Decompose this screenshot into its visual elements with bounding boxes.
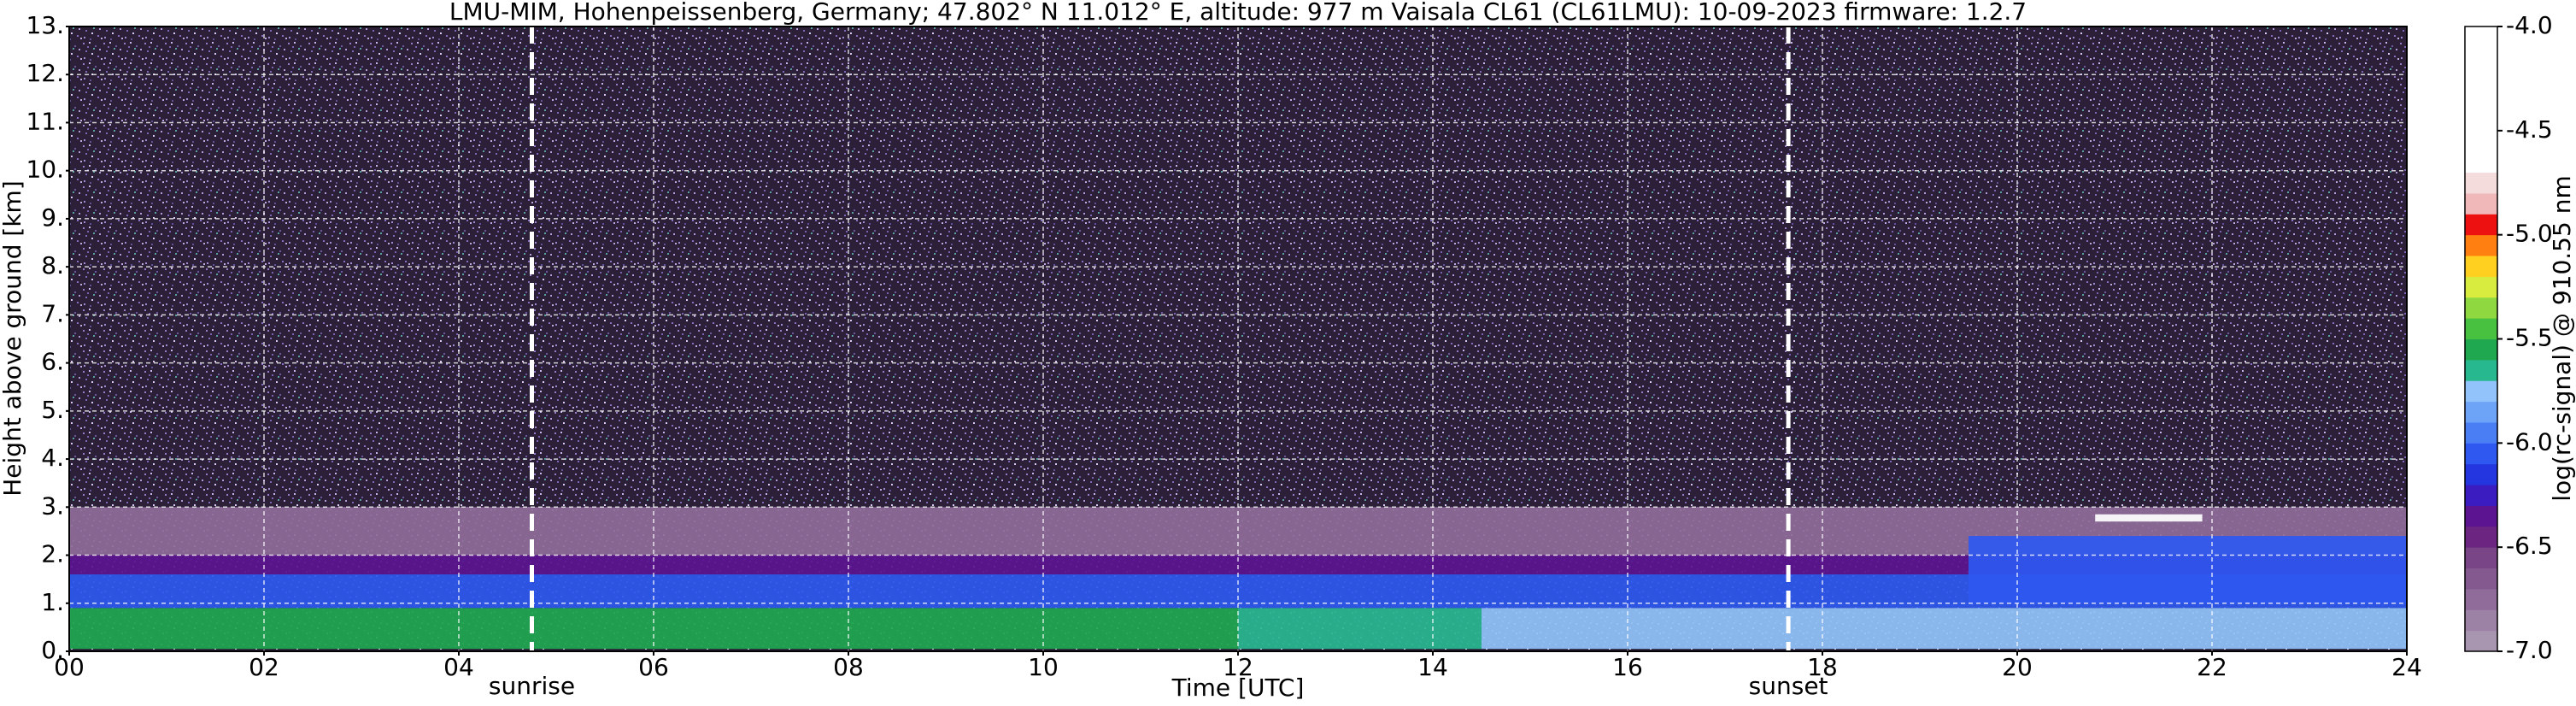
colorbar-swatch [2465,380,2497,403]
colorbar-swatch [2465,318,2497,339]
x-tick-label: 20 [2002,653,2033,681]
y-tick-label: 9. [41,203,64,232]
y-tick-label: 13. [26,11,64,39]
signal-layer [1969,536,2407,603]
y-tick-label: 8. [41,251,64,279]
signal-layer [1482,608,2407,650]
colorbar-tick-label: -5.0 [2506,220,2553,248]
colorbar-swatch [2465,421,2497,444]
colorbar-swatch [2465,359,2497,381]
y-tick-label: 6. [41,348,64,376]
y-axis-label: Height above ground [km] [0,180,26,497]
x-axis-label: Time [UTC] [1171,674,1305,702]
plot-frame [68,26,2408,652]
x-tick-label: 24 [2391,653,2422,681]
colorbar-swatch [2465,568,2497,590]
colorbar-swatch [2465,401,2497,423]
event-label: sunrise [489,672,575,700]
colorbar-swatch [2465,630,2497,652]
colorbar-swatch [2465,109,2497,132]
colorbar-swatch [2465,234,2497,256]
colorbar-tick-label: -4.0 [2506,11,2553,39]
x-tick-label: 18 [1807,653,1838,681]
colorbar-swatch [2465,443,2497,465]
colorbar-swatch [2465,130,2497,152]
y-tick-label: 3. [41,491,64,520]
colorbar-tick-label: -4.5 [2506,115,2553,144]
colorbar-swatch [2465,588,2497,610]
colorbar-swatch [2465,192,2497,215]
x-tick-label: 16 [1612,653,1643,681]
y-tick-label: 2. [41,540,64,568]
x-tick-label: 12 [1223,653,1253,681]
colorbar-swatch [2465,526,2497,548]
y-tick-label: 1. [41,588,64,616]
x-tick-label: 00 [54,653,85,681]
colorbar-label: log(rc-signal) @ 910.55 nm [2548,175,2576,501]
x-tick-label: 10 [1028,653,1059,681]
colorbar-swatch [2465,505,2497,527]
colorbar-swatch [2465,609,2497,632]
chart-title: LMU-MIM, Hohenpeissenberg, Germany; 47.8… [449,0,2027,26]
signal-layer [1238,608,1482,650]
y-tick-label: 11. [26,107,64,135]
y-tick-label: 5. [41,396,64,424]
colorbar-tick-label: -6.0 [2506,427,2553,456]
colorbar-swatch [2465,151,2497,174]
event-label: sunset [1749,672,1828,700]
colorbar-swatch [2465,485,2497,506]
x-tick-label: 14 [1417,653,1448,681]
colorbar-swatch [2465,47,2497,69]
y-tick-label: 0. [41,636,64,664]
x-tick-label: 06 [638,653,669,681]
x-tick-label: 22 [2197,653,2227,681]
colorbar-swatch [2465,89,2497,110]
colorbar-swatch [2465,338,2497,361]
colorbar-swatch [2465,463,2497,485]
colorbar-swatch [2465,214,2497,236]
y-tick-label: 10. [26,156,64,184]
colorbar-swatch [2465,172,2497,194]
x-tick-label: 02 [249,653,279,681]
colorbar-swatch [2465,297,2497,319]
y-tick-label: 12. [26,59,64,87]
y-tick-label: 7. [41,299,64,327]
colorbar-tick-label: -7.0 [2506,636,2553,664]
colorbar-swatch [2465,26,2497,48]
colorbar-swatch [2465,256,2497,277]
colorbar-tick-label: -5.5 [2506,324,2553,352]
x-tick-label: 04 [443,653,474,681]
signal-layer [2095,514,2203,522]
colorbar-swatch [2465,68,2497,90]
colorbar-swatch [2465,547,2497,569]
y-tick-label: 4. [41,444,64,472]
x-tick-label: 08 [833,653,864,681]
colorbar-swatch [2465,276,2497,298]
colorbar-tick-label: -6.5 [2506,532,2553,560]
